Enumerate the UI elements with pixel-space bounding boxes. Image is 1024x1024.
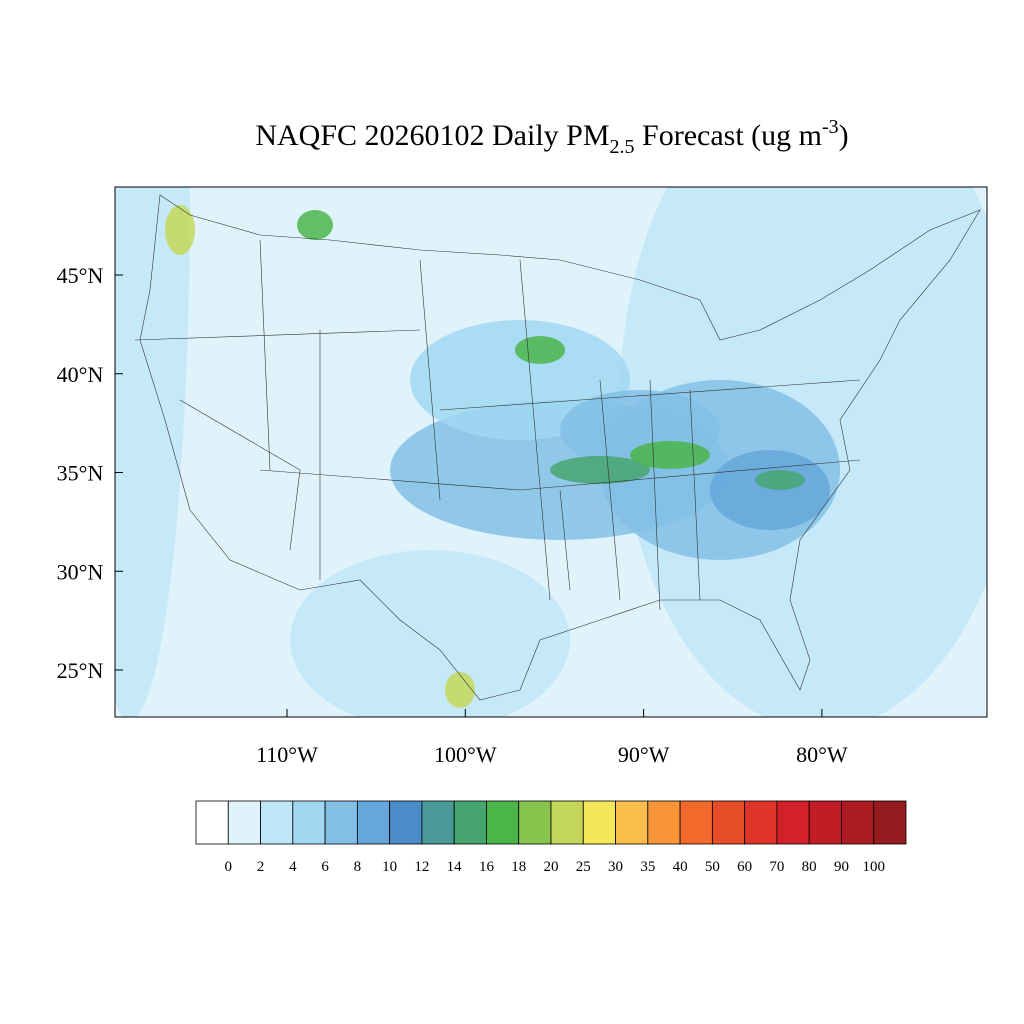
colorbar-swatch [227,800,261,845]
lon-label: 110°W [256,742,318,767]
colorbar-label: 60 [737,859,752,875]
state-lines [134,239,861,611]
field-area [445,672,475,708]
field-area [755,470,805,490]
field-area [165,205,195,255]
colorbar-swatch [679,800,713,845]
ticks: 45°N 40°N 35°N 30°N 25°N 110°W 100°W 90°W 80°W [57,263,848,767]
colorbar-swatch [453,800,487,845]
colorbar-swatch [711,800,746,845]
map-frame [114,186,988,718]
colorbar-swatch [776,800,810,845]
colorbar-swatch [324,800,358,845]
map [114,186,988,718]
colorbar-label: 70 [769,859,784,875]
title-superscript: -3 [822,116,839,138]
lat-label: 45°N [57,263,104,288]
colorbar-swatch [550,800,584,845]
title-subscript: 2.5 [610,136,635,158]
colorbar-swatch [260,800,294,845]
colorbar-label: 10 [382,859,397,875]
title-close: ) [839,119,849,152]
colorbar-swatch [615,800,649,845]
colorbar-swatch [873,800,907,845]
field-area [630,441,710,469]
colorbar-label: 8 [354,859,362,875]
colorbar-swatch [389,800,423,845]
colorbar-label: 35 [640,859,655,875]
colorbar-label: 90 [834,859,849,875]
field-area [515,336,565,364]
field-area [297,210,333,240]
lon-label: 100°W [434,742,497,767]
colorbar-label: 4 [289,859,297,875]
colorbar-label: 25 [576,859,591,875]
colorbar-swatch [518,800,552,845]
colorbar-label: 16 [479,859,495,875]
colorbar-swatch [744,800,778,845]
colorbar-label: 2 [257,859,265,875]
colorbar-swatch [356,800,391,845]
colorbar-swatch [486,800,520,845]
title-units: Forecast (ug m [635,119,822,152]
colorbar-swatch [195,800,229,845]
colorbar-label: 30 [608,859,623,875]
field-area [710,450,830,530]
lat-label: 30°N [57,559,104,584]
colorbar-swatch [808,800,842,845]
colorbar-label: 6 [321,859,329,875]
boundaries [134,194,981,701]
colorbar-swatch [582,800,616,845]
colorbar-label: 40 [673,859,688,875]
colorbar-label: 20 [544,859,559,875]
coastline [139,194,981,701]
title: NAQFC 20260102 Daily PM2.5 Forecast (ug … [255,116,848,158]
colorbar-label: 12 [414,859,429,875]
colorbar-label: 50 [705,859,720,875]
colorbar-label: 14 [447,859,463,875]
title-main: NAQFC 20260102 Daily PM [255,119,609,152]
colorbar-label: 18 [511,859,526,875]
colorbar-label: 80 [802,859,817,875]
pm-field [115,187,987,717]
lon-label: 80°W [796,742,848,767]
colorbar-swatch [647,800,681,845]
lat-label: 25°N [57,658,104,683]
colorbar-swatch [841,800,875,845]
field-area [115,187,190,717]
lon-label: 90°W [618,742,670,767]
colorbar-label: 100 [862,859,885,875]
field-area [290,550,570,717]
lat-label: 40°N [57,362,104,387]
colorbar: 0 2 4 6 8 10 12 14 16 18 20 25 30 35 40 50 60 70 80 90 100 [195,800,907,875]
lat-label: 35°N [57,461,104,486]
colorbar-swatch [421,800,455,845]
colorbar-swatch [292,800,326,845]
colorbar-label: 0 [225,859,233,875]
field-area [550,456,650,484]
